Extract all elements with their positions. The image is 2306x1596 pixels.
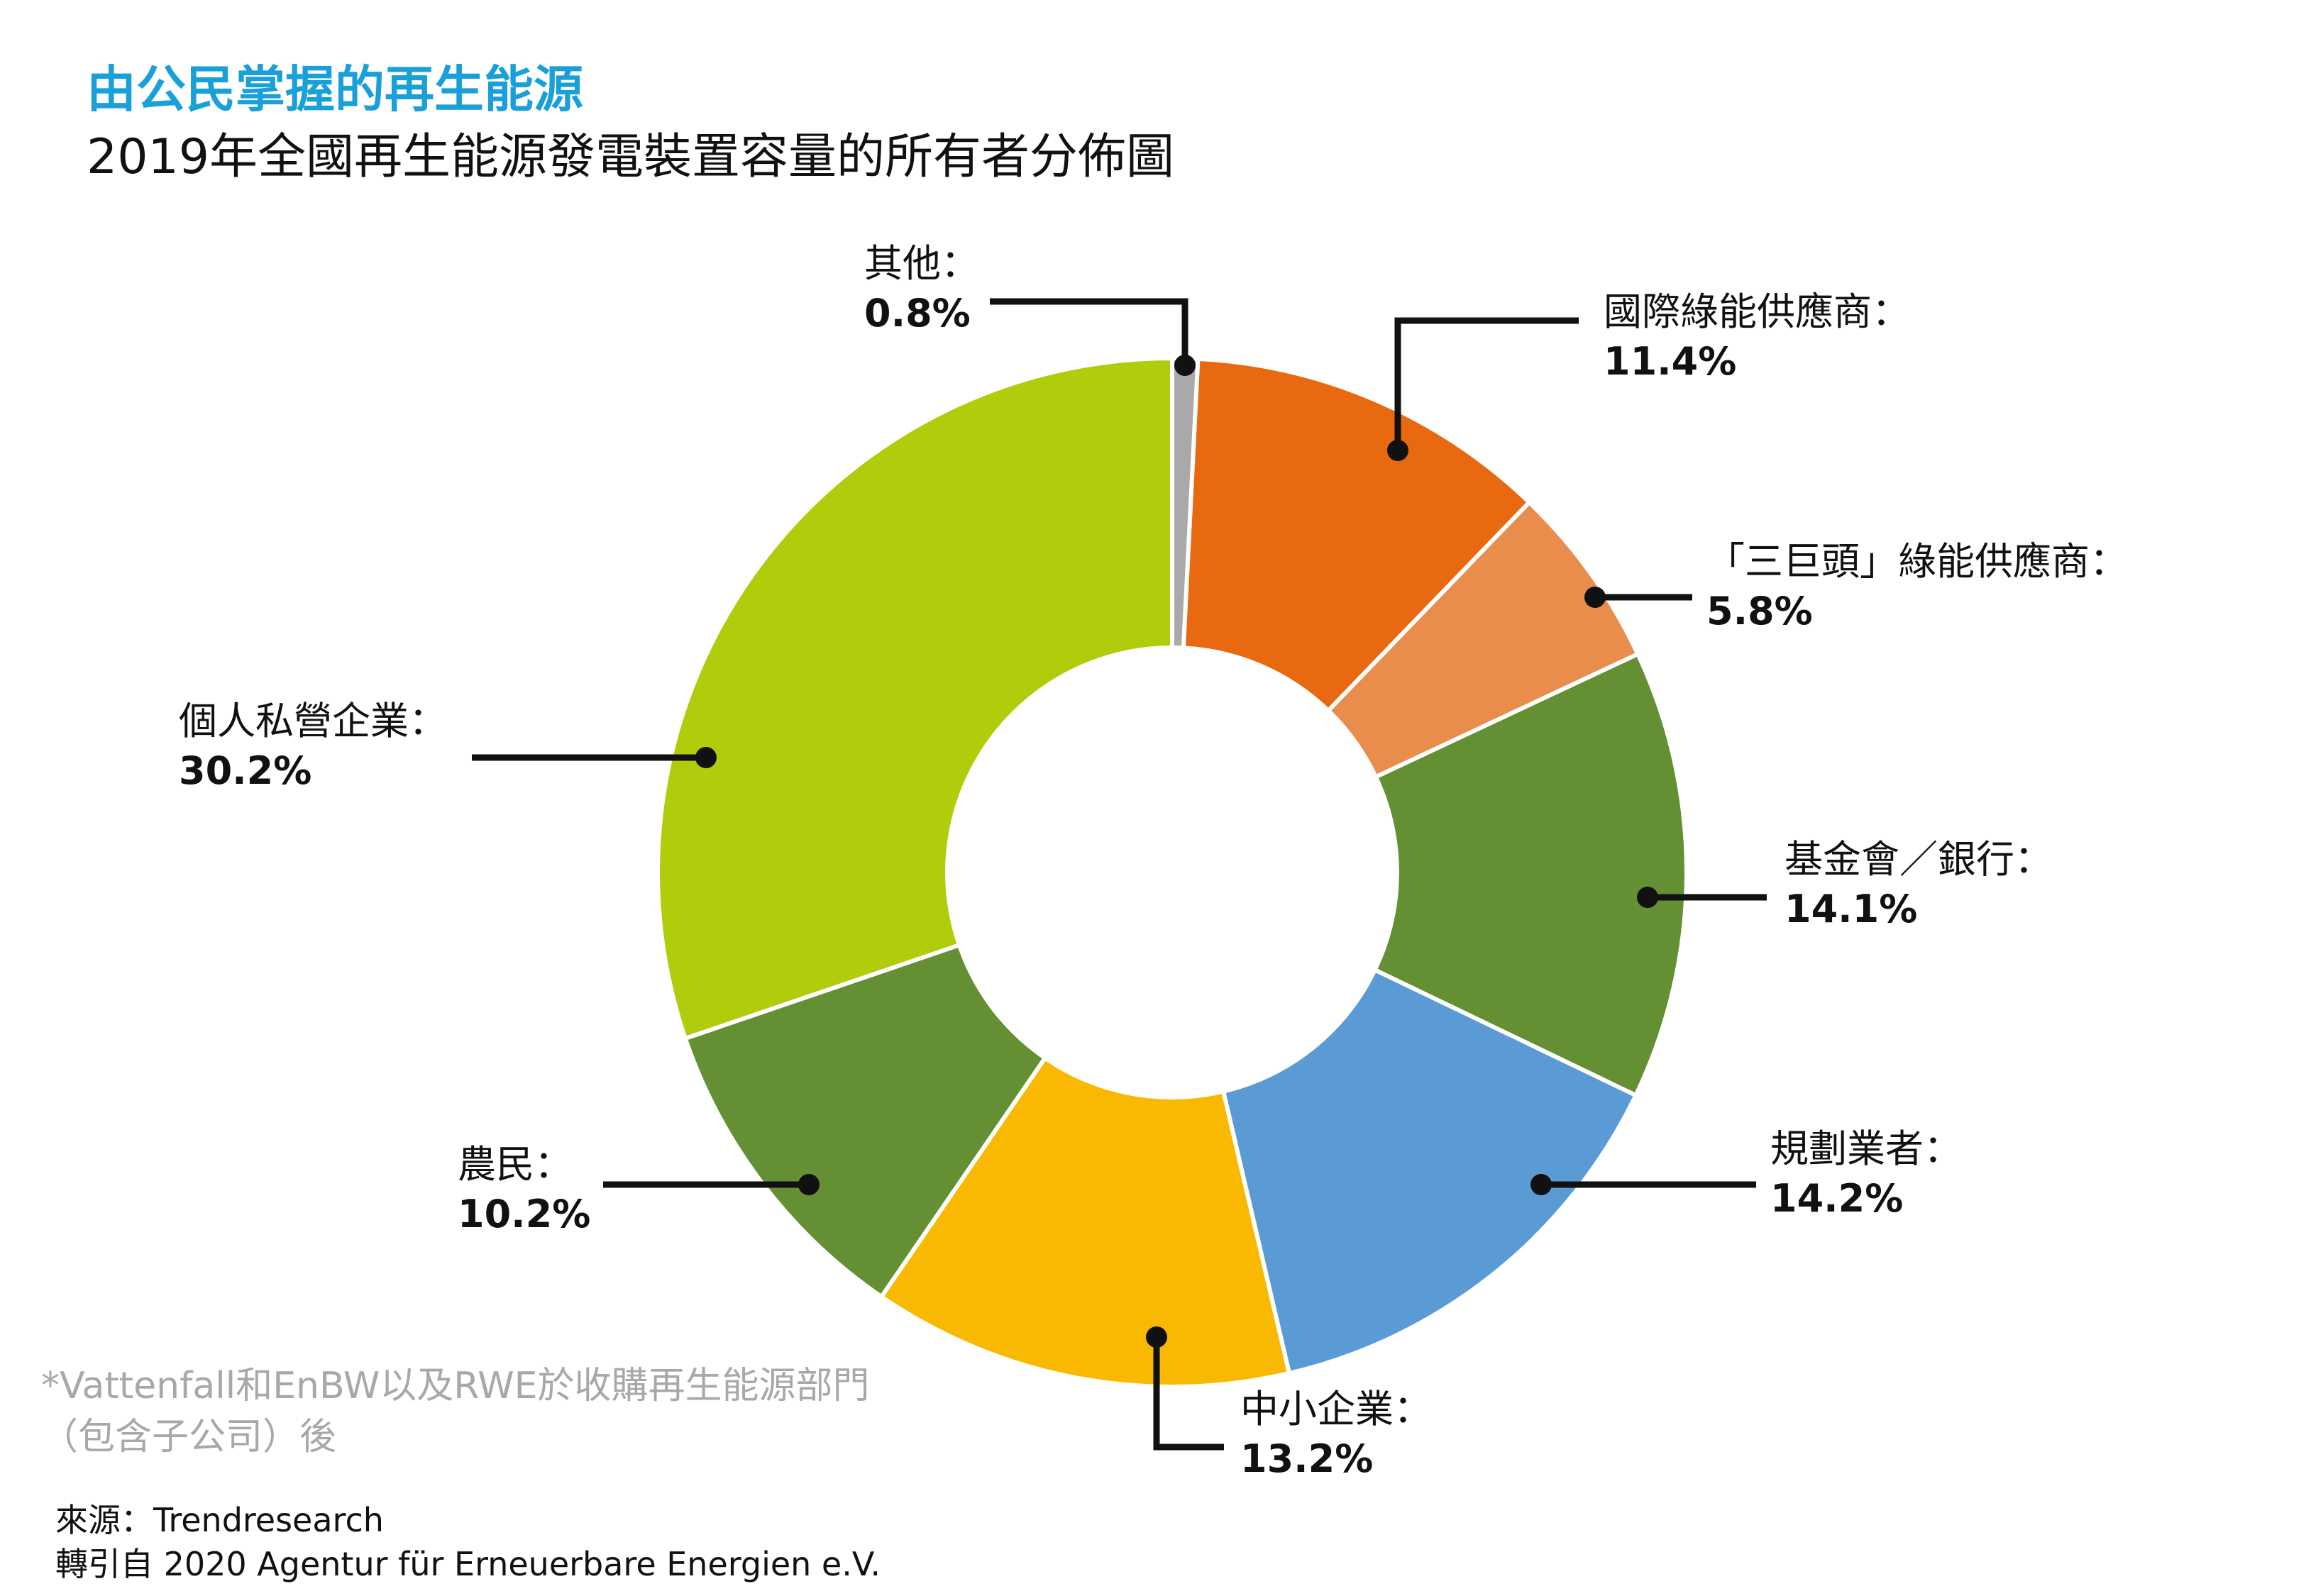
- leader-line-1: [990, 298, 1188, 365]
- leader-dot-4: [1637, 887, 1658, 908]
- chart-subtitle: 2019年全國再生能源發電裝置容量的所有者分佈圖: [87, 129, 1175, 185]
- slice-value-8: 30.2%: [179, 748, 311, 793]
- slice-label-8: 個人私營企業：: [179, 699, 447, 743]
- slice-value-4: 14.1%: [1784, 887, 1917, 931]
- slice-label-7: 農民：: [458, 1142, 573, 1187]
- source-line-1: 來源：Trendresearch: [55, 1501, 384, 1539]
- leader-dot-1: [1174, 355, 1196, 376]
- donut-hole: [945, 645, 1399, 1099]
- slice-label-3: 「三巨頭」綠能供應商：: [1706, 539, 2128, 584]
- slice-label-5: 規劃業者：: [1770, 1126, 1962, 1171]
- leader-dot-5: [1530, 1174, 1552, 1195]
- leader-line-2: [1394, 317, 1579, 450]
- slice-value-5: 14.2%: [1770, 1176, 1903, 1221]
- slice-value-2: 11.4%: [1604, 339, 1736, 384]
- source-note: 來源：Trendresearch 轉引自 2020 Agentur für Er…: [55, 1498, 881, 1586]
- slice-labels: 其他： 0.8% 國際綠能供應商： 11.4% 「三巨頭」綠能供應商： 5.8% 基金會／銀…: [179, 241, 2128, 1481]
- source-line-2: 轉引自 2020 Agentur für Erneuerbare Energie…: [55, 1545, 881, 1583]
- footnote-line-1: *Vattenfall和EnBW以及RWE於收購再生能源部門: [41, 1365, 870, 1407]
- leader-lines: [472, 298, 1767, 1451]
- slice-label-4: 基金會／銀行：: [1784, 837, 2053, 882]
- leader-line-6: [1153, 1337, 1224, 1451]
- footnote-line-2: （包含子公司）後: [41, 1416, 337, 1458]
- leader-dot-7: [798, 1174, 820, 1195]
- slice-label-1: 其他：: [864, 241, 979, 286]
- footnote: *Vattenfall和EnBW以及RWE於收購再生能源部門 （包含子公司）後: [41, 1361, 870, 1463]
- slice-value-1: 0.8%: [864, 291, 971, 336]
- slice-label-6: 中小企業：: [1240, 1387, 1432, 1431]
- leader-dot-3: [1584, 587, 1606, 608]
- leader-dot-6: [1146, 1326, 1167, 1348]
- chart-title-accent: 由公民掌握的再生能源: [87, 60, 583, 118]
- slice-value-6: 13.2%: [1240, 1436, 1373, 1481]
- slice-value-7: 10.2%: [458, 1192, 590, 1236]
- leader-dot-2: [1387, 440, 1408, 461]
- leader-dot-8: [695, 747, 717, 768]
- slice-4: [1170, 652, 1689, 1098]
- slice-value-3: 5.8%: [1706, 589, 1813, 633]
- slice-label-2: 國際綠能供應商：: [1604, 289, 1910, 334]
